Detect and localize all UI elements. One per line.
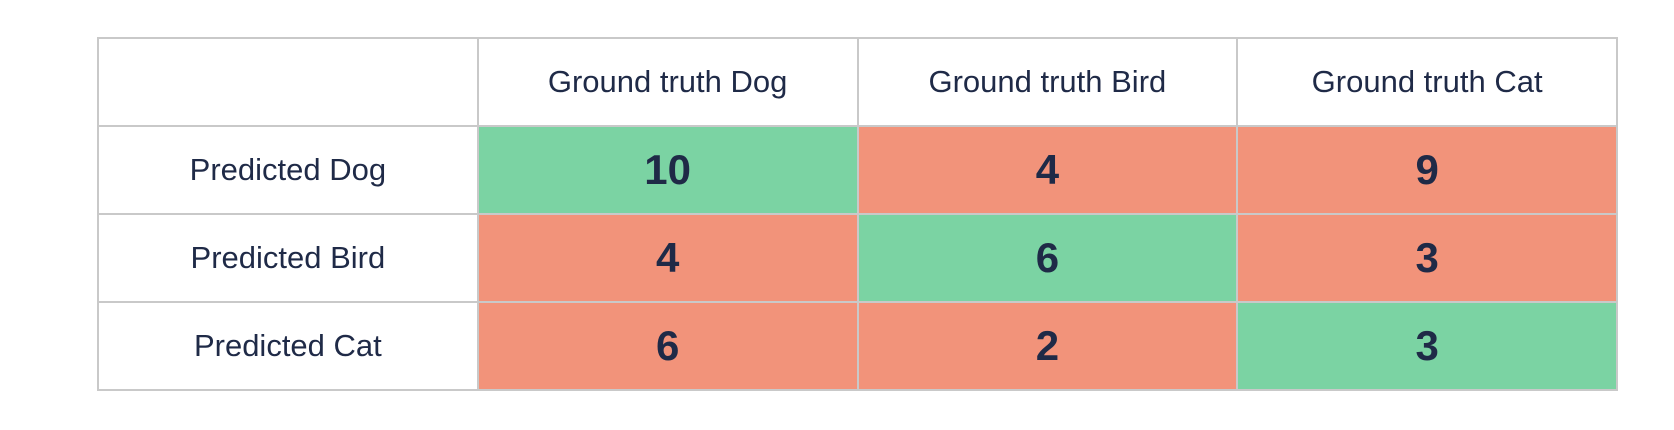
matrix-cell: 3 — [1236, 301, 1618, 391]
row-label-predicted-cat: Predicted Cat — [97, 301, 479, 391]
matrix-cell: 6 — [476, 301, 859, 391]
matrix-cell: 10 — [476, 125, 859, 215]
matrix-cell: 9 — [1236, 125, 1618, 215]
table-row: Predicted Dog 10 4 9 — [97, 125, 1618, 215]
confusion-matrix-table: Ground truth Dog Ground truth Bird Groun… — [97, 37, 1618, 391]
matrix-cell: 4 — [476, 213, 859, 303]
matrix-cell: 4 — [856, 125, 1239, 215]
row-label-predicted-dog: Predicted Dog — [97, 125, 479, 215]
column-header-ground-truth-dog: Ground truth Dog — [476, 37, 859, 127]
column-header-ground-truth-bird: Ground truth Bird — [856, 37, 1239, 127]
corner-cell — [97, 37, 479, 127]
matrix-cell: 6 — [856, 213, 1239, 303]
column-header-ground-truth-cat: Ground truth Cat — [1236, 37, 1618, 127]
matrix-cell: 3 — [1236, 213, 1618, 303]
table-row: Predicted Bird 4 6 3 — [97, 213, 1618, 303]
header-row: Ground truth Dog Ground truth Bird Groun… — [97, 37, 1618, 127]
matrix-cell: 2 — [856, 301, 1239, 391]
table-row: Predicted Cat 6 2 3 — [97, 301, 1618, 391]
row-label-predicted-bird: Predicted Bird — [97, 213, 479, 303]
